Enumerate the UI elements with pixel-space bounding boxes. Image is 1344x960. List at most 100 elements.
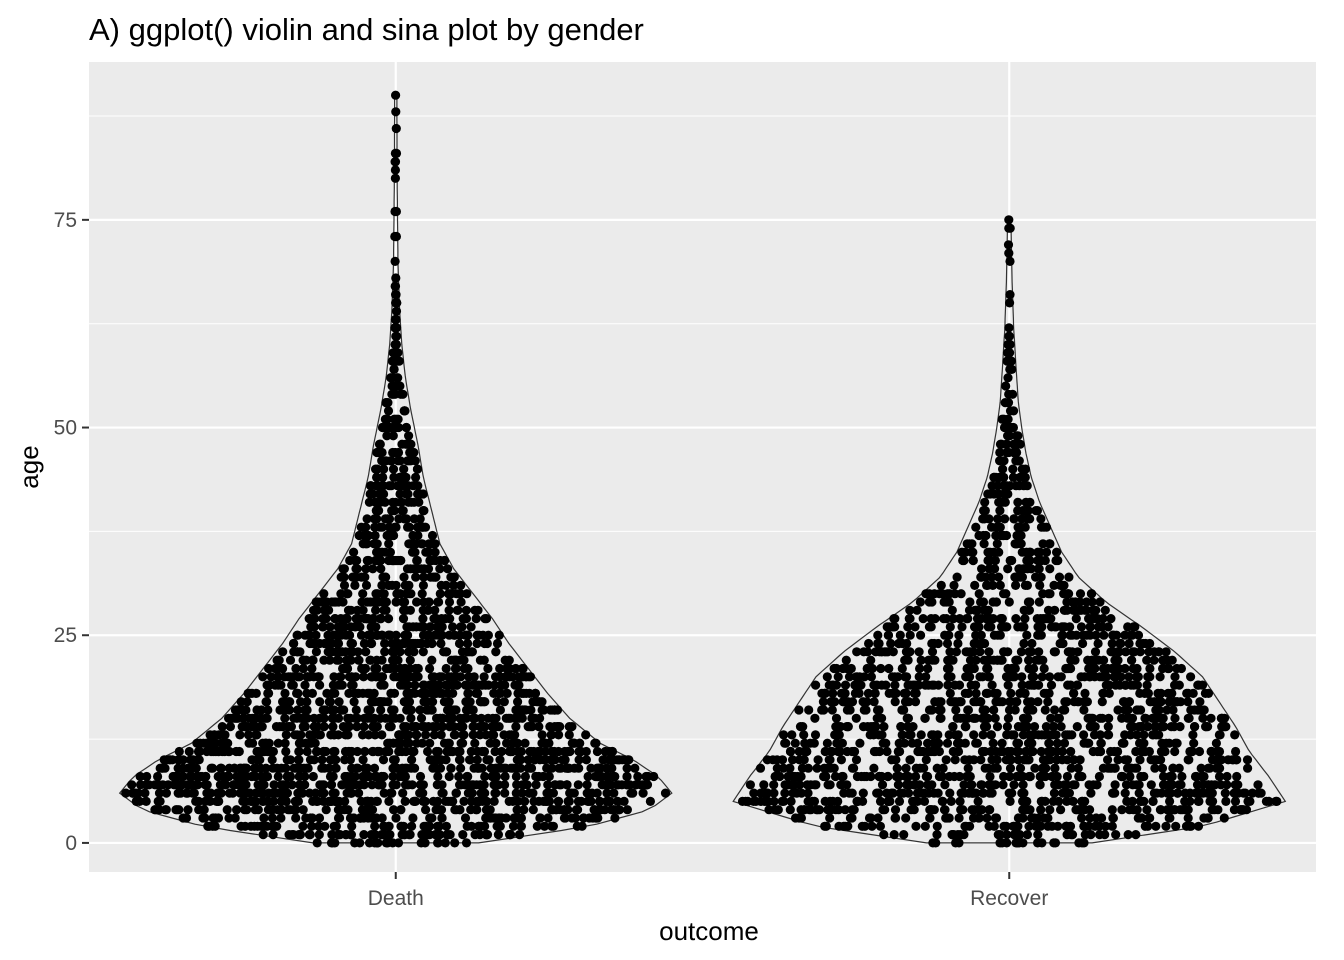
data-point bbox=[889, 830, 899, 840]
data-point bbox=[795, 780, 805, 790]
data-point bbox=[761, 796, 772, 807]
data-point bbox=[1271, 796, 1281, 807]
data-point bbox=[1022, 481, 1032, 491]
data-point bbox=[387, 638, 397, 649]
data-point bbox=[325, 622, 335, 632]
data-point bbox=[448, 622, 458, 632]
data-point bbox=[243, 730, 254, 740]
data-point bbox=[398, 672, 408, 682]
data-point bbox=[1161, 821, 1171, 831]
data-point bbox=[1001, 381, 1011, 391]
data-point bbox=[630, 763, 640, 773]
data-point bbox=[410, 680, 420, 690]
data-point bbox=[372, 464, 382, 474]
data-point bbox=[1050, 763, 1060, 773]
data-point bbox=[1132, 663, 1142, 674]
data-point bbox=[981, 572, 991, 582]
data-point bbox=[253, 805, 263, 815]
data-point bbox=[919, 763, 929, 773]
data-point bbox=[1070, 655, 1080, 665]
data-point bbox=[214, 730, 224, 740]
data-point bbox=[1135, 755, 1145, 765]
data-point bbox=[400, 763, 410, 773]
data-point bbox=[595, 805, 605, 815]
data-point bbox=[571, 813, 581, 823]
data-point bbox=[606, 755, 616, 765]
data-point bbox=[358, 771, 368, 782]
data-point bbox=[840, 688, 850, 699]
data-point bbox=[449, 580, 459, 591]
data-point bbox=[904, 780, 915, 790]
data-point bbox=[510, 730, 520, 740]
data-point bbox=[431, 746, 441, 757]
data-point bbox=[399, 697, 409, 707]
data-point bbox=[897, 705, 907, 715]
data-point bbox=[1018, 838, 1028, 848]
data-point bbox=[135, 771, 145, 782]
data-point bbox=[441, 647, 452, 657]
data-point bbox=[1174, 763, 1184, 773]
data-point bbox=[1015, 830, 1025, 840]
data-point bbox=[177, 780, 187, 790]
data-point bbox=[915, 597, 926, 607]
data-point bbox=[622, 763, 632, 773]
data-point bbox=[610, 813, 620, 823]
x-axis-title: outcome bbox=[659, 916, 759, 946]
data-point bbox=[1027, 680, 1037, 690]
data-point bbox=[448, 746, 458, 757]
data-point bbox=[281, 730, 291, 740]
data-point bbox=[296, 697, 306, 707]
data-point bbox=[987, 680, 997, 690]
data-point bbox=[942, 663, 953, 674]
data-point bbox=[1140, 713, 1150, 723]
data-point bbox=[1148, 730, 1158, 740]
data-point bbox=[1194, 746, 1205, 757]
data-point bbox=[511, 788, 521, 798]
data-point bbox=[519, 805, 529, 815]
data-point bbox=[381, 746, 391, 757]
data-point bbox=[1196, 763, 1206, 773]
data-point bbox=[408, 481, 418, 491]
data-point bbox=[631, 780, 641, 790]
data-point bbox=[1142, 680, 1152, 690]
data-point bbox=[293, 672, 303, 682]
data-point bbox=[335, 622, 345, 632]
data-point bbox=[921, 672, 931, 682]
data-point bbox=[329, 597, 339, 607]
data-point bbox=[1097, 697, 1107, 707]
data-point bbox=[436, 805, 447, 815]
data-point bbox=[382, 431, 392, 441]
data-point bbox=[1079, 730, 1089, 740]
data-point bbox=[854, 688, 864, 699]
data-point bbox=[1002, 439, 1012, 449]
data-point bbox=[563, 763, 573, 773]
data-point bbox=[324, 796, 334, 807]
data-point bbox=[867, 663, 877, 674]
data-point bbox=[923, 738, 933, 748]
data-point bbox=[426, 813, 436, 823]
data-point bbox=[190, 780, 200, 790]
data-point bbox=[413, 663, 423, 674]
data-point bbox=[1062, 796, 1072, 807]
data-point bbox=[820, 796, 830, 807]
data-point bbox=[405, 655, 415, 665]
data-point bbox=[626, 788, 636, 798]
data-point bbox=[1110, 780, 1120, 790]
data-point bbox=[851, 755, 862, 765]
data-point bbox=[642, 780, 653, 790]
data-point bbox=[1115, 638, 1125, 649]
data-point bbox=[154, 805, 164, 815]
data-point bbox=[1056, 805, 1066, 815]
data-point bbox=[1145, 663, 1155, 674]
data-point bbox=[451, 788, 461, 798]
data-point bbox=[604, 796, 614, 807]
data-point bbox=[993, 481, 1003, 491]
data-point bbox=[308, 771, 318, 782]
data-point bbox=[371, 796, 381, 807]
x-axis: Death Recover bbox=[368, 872, 1048, 910]
data-point bbox=[1049, 722, 1059, 732]
data-point bbox=[543, 780, 553, 790]
data-point bbox=[825, 813, 835, 823]
data-point bbox=[1088, 605, 1098, 615]
data-point bbox=[942, 638, 953, 649]
